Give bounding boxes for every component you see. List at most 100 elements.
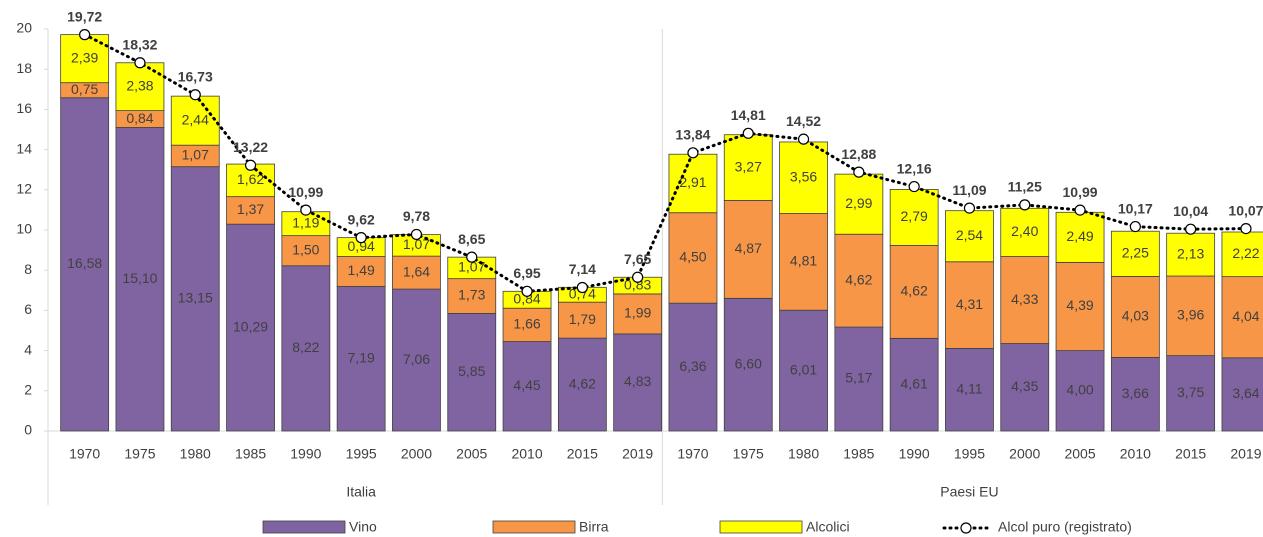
bar-segment — [834, 173, 884, 235]
data-label: 2,39 — [71, 49, 98, 65]
total-marker — [189, 89, 201, 101]
bar-segment — [834, 326, 884, 432]
total-label: 13,22 — [233, 139, 268, 155]
y-tick-label: 0 — [24, 422, 32, 438]
y-tick-label: 18 — [16, 60, 32, 76]
data-label: 3,56 — [790, 168, 817, 184]
data-label: 1,62 — [237, 171, 264, 187]
bar-segment — [1166, 275, 1216, 357]
bar-segment — [889, 337, 939, 432]
x-tick-label: 1995 — [346, 446, 377, 462]
group-label: Paesi EU — [940, 484, 998, 500]
legend-label: Alcol puro (registrato) — [998, 519, 1132, 535]
data-label: 4,87 — [735, 240, 762, 256]
bar-segment — [1110, 276, 1160, 358]
y-tick-label: 16 — [16, 100, 32, 116]
bar-segment — [668, 302, 718, 432]
total-label: 11,09 — [952, 182, 986, 198]
total-marker — [134, 57, 146, 69]
data-label: 4,03 — [1122, 308, 1149, 324]
bar-segment — [779, 309, 828, 432]
bar-segment — [1055, 211, 1105, 263]
data-label: 3,27 — [735, 158, 762, 174]
x-tick-label: 1975 — [124, 446, 155, 462]
bar-segment — [170, 166, 220, 432]
total-marker — [1019, 199, 1031, 211]
group-label: Italia — [346, 484, 376, 500]
bar-segment — [1221, 357, 1263, 432]
data-label: 1,07 — [403, 236, 430, 252]
total-marker — [742, 127, 754, 139]
data-label: 0,94 — [348, 238, 375, 254]
x-tick-label: 2010 — [511, 446, 542, 462]
data-label: 1,07 — [182, 147, 209, 163]
x-tick-label: 2015 — [567, 446, 598, 462]
legend-swatch — [492, 520, 576, 534]
bar-segment — [945, 261, 994, 349]
data-label: 6,36 — [679, 358, 706, 374]
bar-segment — [945, 210, 994, 263]
bar-segment — [1221, 276, 1263, 359]
total-marker — [410, 228, 423, 241]
data-label: 4,83 — [624, 373, 651, 389]
bar-segment — [945, 347, 994, 432]
bar-segment — [889, 188, 939, 246]
total-label: 9,62 — [348, 211, 375, 227]
total-label: 19,72 — [67, 8, 102, 24]
data-label: 1,19 — [292, 214, 319, 230]
data-label: 1,07 — [458, 259, 485, 275]
total-label: 16,73 — [178, 68, 213, 84]
data-label: 4,45 — [513, 377, 540, 393]
bar-segment — [447, 313, 497, 432]
x-tick-label: 1995 — [954, 446, 985, 462]
data-label: 5,85 — [458, 363, 485, 379]
total-marker — [244, 159, 257, 171]
y-tick-label: 6 — [24, 301, 32, 317]
bar-segment — [502, 307, 552, 342]
bar-segment — [723, 297, 773, 432]
bar-segment — [1055, 350, 1105, 432]
bar-segment — [779, 213, 828, 311]
total-marker — [1129, 220, 1141, 233]
x-tick-label: 1990 — [899, 446, 930, 462]
bar-segment — [392, 255, 441, 290]
data-label: 4,31 — [956, 296, 983, 312]
total-label: 14,81 — [731, 107, 766, 123]
total-marker — [466, 251, 478, 263]
bar-segment — [779, 141, 828, 214]
total-marker — [521, 285, 533, 297]
bar-segment — [1000, 256, 1050, 344]
data-label: 2,49 — [1066, 228, 1093, 244]
data-label: 3,96 — [1177, 307, 1204, 323]
total-label: 8,65 — [458, 231, 485, 247]
total-line — [83, 33, 1248, 293]
total-label: 10,17 — [1118, 200, 1153, 216]
y-tick-label: 8 — [24, 261, 32, 277]
legend-swatch — [719, 520, 803, 534]
data-label: 4,35 — [1011, 378, 1038, 394]
data-label: 7,06 — [403, 351, 430, 367]
data-label: 2,22 — [1232, 245, 1259, 261]
bar-segment — [502, 341, 552, 432]
total-label: 12,88 — [841, 146, 876, 162]
total-label: 7,14 — [569, 261, 596, 277]
bar-segment — [613, 333, 663, 432]
data-label: 2,44 — [182, 111, 209, 127]
y-tick-label: 10 — [16, 221, 32, 237]
legend-marker — [960, 522, 972, 534]
total-label: 10,07 — [1228, 202, 1263, 218]
data-label: 4,62 — [901, 283, 928, 299]
x-tick-label: 1975 — [733, 446, 764, 462]
x-tick-label: 2019 — [1230, 446, 1261, 462]
total-marker — [687, 147, 699, 159]
total-label: 13,84 — [675, 127, 710, 143]
bar-segment — [281, 265, 331, 432]
total-label: 9,78 — [403, 208, 430, 224]
data-label: 2,13 — [1177, 245, 1204, 261]
data-label: 1,64 — [403, 263, 430, 279]
data-label: 4,61 — [901, 375, 928, 391]
data-label: 4,04 — [1232, 308, 1259, 324]
data-label: 4,50 — [679, 249, 706, 265]
data-label: 3,66 — [1122, 385, 1149, 401]
